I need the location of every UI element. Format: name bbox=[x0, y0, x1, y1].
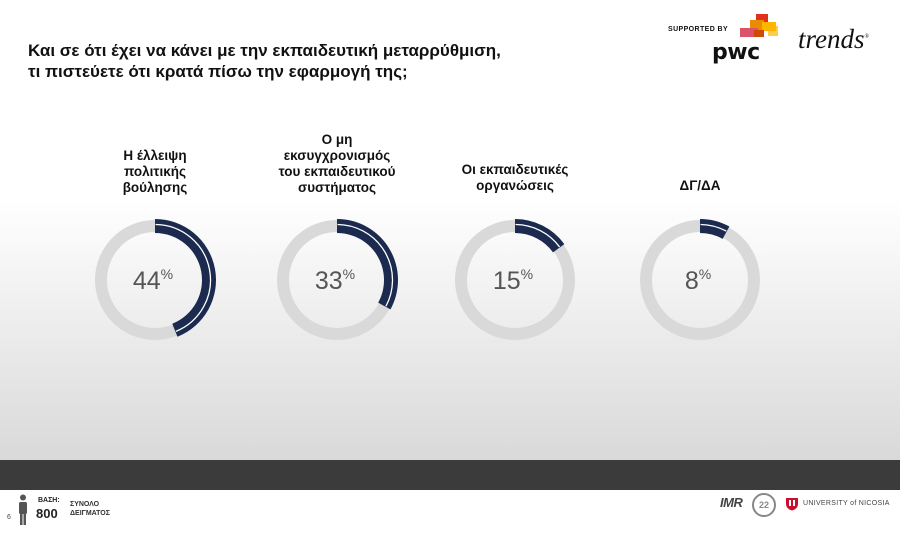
donut-item-4: ΔΓ/ΔΑ 8% bbox=[615, 120, 785, 360]
category-label-line: βούλησης bbox=[122, 180, 188, 195]
category-label-line: συστήματος bbox=[297, 180, 377, 195]
donut-value-unit: % bbox=[521, 266, 533, 282]
title-line-1: Και σε ότι έχει να κάνει με την εκπαιδευ… bbox=[28, 41, 501, 60]
donut-segment-highlight bbox=[155, 223, 212, 332]
imr-logo: IMR bbox=[720, 495, 743, 510]
category-label-line: πολιτικής bbox=[123, 164, 187, 179]
category-label-line: οργανώσεις bbox=[476, 178, 554, 193]
donut-value-number: 15 bbox=[493, 267, 521, 295]
footer-dark-band bbox=[0, 460, 900, 490]
donut-value-unit: % bbox=[161, 266, 173, 282]
donut-value-label: 33% bbox=[315, 266, 355, 295]
category-label-line: Ο μη bbox=[321, 132, 353, 147]
donut-segment-highlight bbox=[515, 223, 561, 248]
donut-chart: 44% bbox=[95, 219, 216, 340]
donut-segment bbox=[700, 219, 730, 239]
donut-segment-highlight bbox=[337, 223, 394, 307]
donut-chart: 15% bbox=[455, 219, 575, 340]
category-label: ΔΓ/ΔΑ bbox=[615, 178, 785, 194]
question-title: Και σε ότι έχει να κάνει με την εκπαιδευ… bbox=[28, 40, 588, 82]
footer bbox=[0, 490, 900, 540]
pwc-mark-icon bbox=[740, 14, 778, 37]
donut-value-unit: % bbox=[343, 266, 355, 282]
donut-segment bbox=[515, 219, 565, 253]
base-description: ΣΥΝΟΛΟ ΔΕΙΓΜΑΤΟΣ bbox=[70, 500, 110, 518]
donut-segment bbox=[337, 219, 398, 310]
donut-value-label: 44% bbox=[133, 266, 173, 295]
pwc-wordmark: pwc bbox=[712, 40, 760, 65]
donut-chart: 8% bbox=[640, 219, 760, 340]
anniversary-badge: 22 bbox=[752, 493, 776, 517]
donut-chart: 33% bbox=[277, 219, 398, 340]
donut-item-3: Οι εκπαιδευτικές οργανώσεις 15% bbox=[430, 120, 600, 360]
category-label: Η έλλειψη πολιτικής βούλησης bbox=[70, 148, 240, 196]
category-label-line: Η έλλειψη bbox=[123, 148, 187, 163]
base-label: ΒΑΣΗ: bbox=[38, 497, 60, 504]
category-label: Οι εκπαιδευτικές οργανώσεις bbox=[430, 162, 600, 194]
donut-segment-highlight bbox=[700, 223, 727, 232]
page-number: 6 bbox=[7, 514, 11, 521]
base-sample-size: 800 bbox=[36, 506, 58, 521]
trends-logo: trends® bbox=[798, 24, 869, 55]
donut-value-number: 8 bbox=[685, 267, 699, 295]
category-label: Ο μη εκσυγχρονισμός του εκπαιδευτικού συ… bbox=[252, 132, 422, 196]
trends-registered-mark: ® bbox=[864, 34, 870, 40]
pwc-logo: pwc bbox=[710, 12, 786, 68]
university-shield-icon bbox=[786, 498, 798, 511]
person-icon bbox=[19, 494, 27, 525]
base-description-line: ΔΕΙΓΜΑΤΟΣ bbox=[70, 510, 110, 517]
base-description-line: ΣΥΝΟΛΟ bbox=[70, 501, 100, 508]
category-label-line: εκσυγχρονισμός bbox=[283, 148, 391, 163]
donut-value-number: 33 bbox=[315, 267, 343, 295]
title-line-2: τι πιστεύετε ότι κρατά πίσω την εφαρμογή… bbox=[28, 62, 408, 81]
donut-value-number: 44 bbox=[133, 267, 161, 295]
donut-item-2: Ο μη εκσυγχρονισμός του εκπαιδευτικού συ… bbox=[252, 120, 422, 360]
university-logo-text: UNIVERSITY of NICOSIA bbox=[803, 500, 890, 507]
donut-value-label: 8% bbox=[685, 266, 711, 295]
donut-value-label: 15% bbox=[493, 266, 533, 295]
category-label-line: ΔΓ/ΔΑ bbox=[679, 178, 721, 193]
trends-wordmark: trends bbox=[798, 24, 865, 54]
donut-item-1: Η έλλειψη πολιτικής βούλησης 44% bbox=[70, 120, 240, 360]
category-label-line: του εκπαιδευτικού bbox=[278, 164, 396, 179]
category-label-line: Οι εκπαιδευτικές bbox=[461, 162, 569, 177]
sponsor-label: SUPPORTED BY bbox=[668, 26, 729, 33]
donut-value-unit: % bbox=[699, 266, 711, 282]
